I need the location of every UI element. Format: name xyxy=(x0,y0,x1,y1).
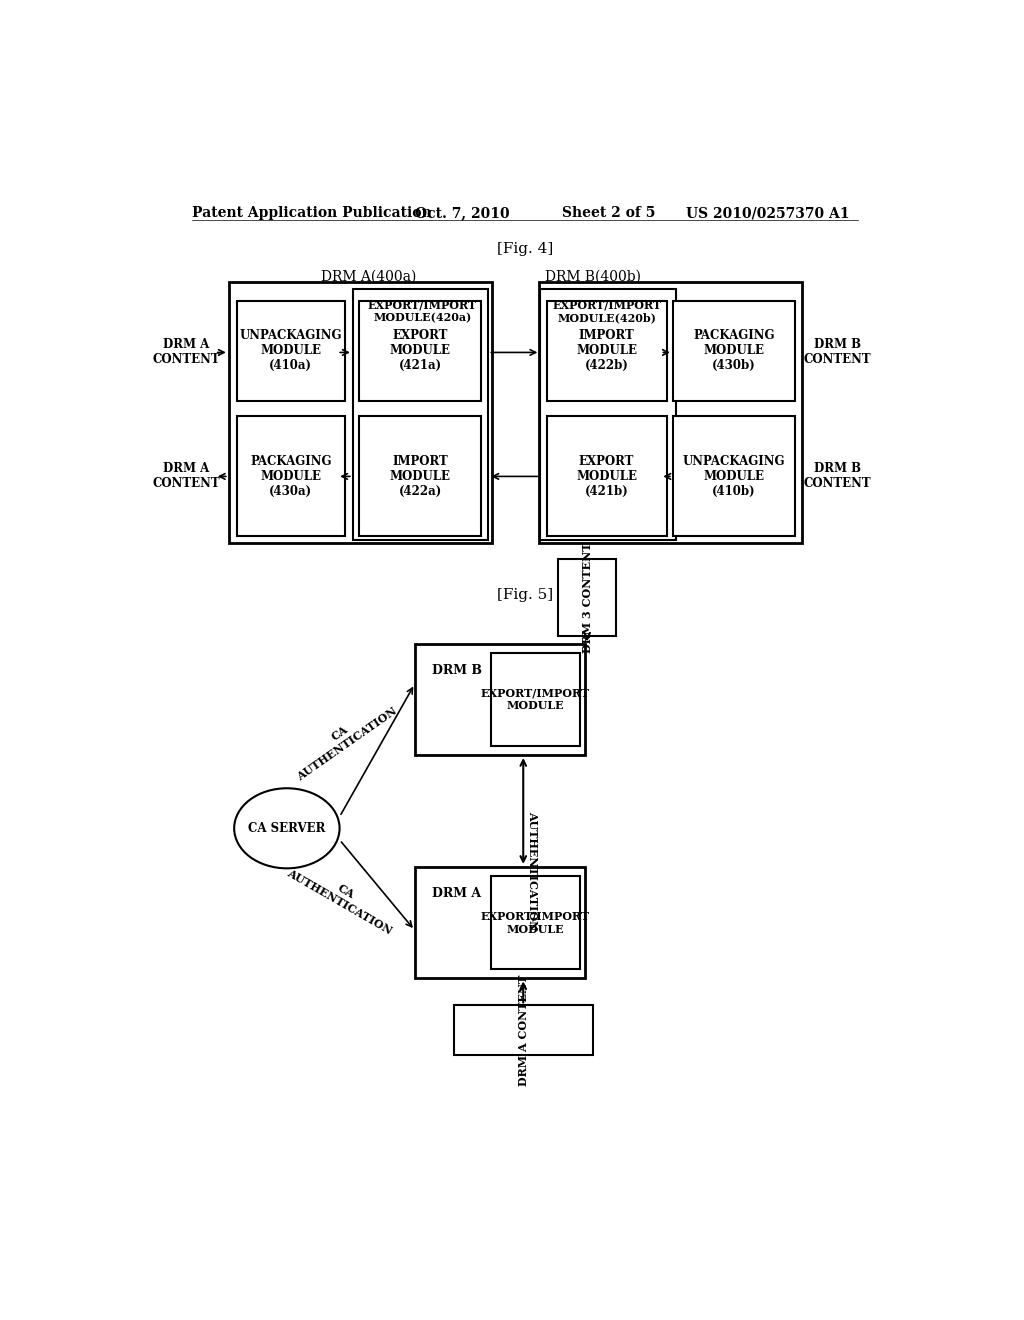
Text: PACKAGING
MODULE
(430b): PACKAGING MODULE (430b) xyxy=(693,330,775,372)
Text: UNPACKAGING
MODULE
(410a): UNPACKAGING MODULE (410a) xyxy=(240,330,342,372)
Bar xyxy=(673,301,796,401)
Text: IMPORT
MODULE
(422b): IMPORT MODULE (422b) xyxy=(577,330,637,372)
Bar xyxy=(415,867,586,978)
Text: DRM A
CONTENT: DRM A CONTENT xyxy=(153,338,220,367)
Bar xyxy=(237,416,345,536)
Text: DRM 3 CONTENT: DRM 3 CONTENT xyxy=(582,543,593,652)
Text: AUTHENTICATION: AUTHENTICATION xyxy=(527,810,538,931)
Bar xyxy=(547,301,667,401)
Text: DRM A(400a): DRM A(400a) xyxy=(321,271,416,284)
Text: EXPORT
MODULE
(421a): EXPORT MODULE (421a) xyxy=(390,330,451,372)
Text: PACKAGING
MODULE
(430a): PACKAGING MODULE (430a) xyxy=(250,454,332,498)
Text: Patent Application Publication: Patent Application Publication xyxy=(191,206,431,220)
Text: EXPORT
MODULE
(421b): EXPORT MODULE (421b) xyxy=(577,454,637,498)
Text: [Fig. 5]: [Fig. 5] xyxy=(497,589,553,602)
Bar xyxy=(454,1006,593,1056)
Bar xyxy=(547,416,667,536)
Text: CA SERVER: CA SERVER xyxy=(248,822,326,834)
Bar xyxy=(415,644,586,755)
Bar xyxy=(359,416,481,536)
Bar xyxy=(490,876,580,969)
Bar xyxy=(558,558,616,636)
Text: DRM A
CONTENT: DRM A CONTENT xyxy=(153,462,220,491)
Text: DRM B: DRM B xyxy=(432,664,482,677)
Bar xyxy=(490,653,580,746)
Bar xyxy=(541,289,676,540)
Text: DRM A: DRM A xyxy=(432,887,481,900)
Bar xyxy=(228,281,493,544)
Text: EXPORT/IMPORT
MODULE(420b): EXPORT/IMPORT MODULE(420b) xyxy=(552,300,662,323)
Text: CA
AUTHENTICATION: CA AUTHENTICATION xyxy=(286,857,400,937)
Text: DRM A CONTENT: DRM A CONTENT xyxy=(518,974,528,1086)
Text: EXPORT/IMPORT
MODULE(420a): EXPORT/IMPORT MODULE(420a) xyxy=(368,300,477,323)
Text: UNPACKAGING
MODULE
(410b): UNPACKAGING MODULE (410b) xyxy=(683,454,785,498)
Text: DRM B
CONTENT: DRM B CONTENT xyxy=(803,462,871,491)
Text: Sheet 2 of 5: Sheet 2 of 5 xyxy=(562,206,655,220)
Text: DRM B(400b): DRM B(400b) xyxy=(545,271,641,284)
Text: IMPORT
MODULE
(422a): IMPORT MODULE (422a) xyxy=(390,454,451,498)
Bar xyxy=(352,289,488,540)
Text: EXPORT/IMPORT
MODULE: EXPORT/IMPORT MODULE xyxy=(480,688,590,711)
Ellipse shape xyxy=(234,788,340,869)
Bar xyxy=(237,301,345,401)
Bar xyxy=(359,301,481,401)
Text: US 2010/0257370 A1: US 2010/0257370 A1 xyxy=(686,206,850,220)
Text: DRM B
CONTENT: DRM B CONTENT xyxy=(803,338,871,367)
Text: Oct. 7, 2010: Oct. 7, 2010 xyxy=(415,206,509,220)
Text: CA
AUTHENTICATION: CA AUTHENTICATION xyxy=(288,694,398,783)
Text: EXPORT/IMPORT
MODULE: EXPORT/IMPORT MODULE xyxy=(480,911,590,935)
Text: [Fig. 4]: [Fig. 4] xyxy=(497,242,553,256)
Bar xyxy=(673,416,796,536)
Bar xyxy=(539,281,802,544)
